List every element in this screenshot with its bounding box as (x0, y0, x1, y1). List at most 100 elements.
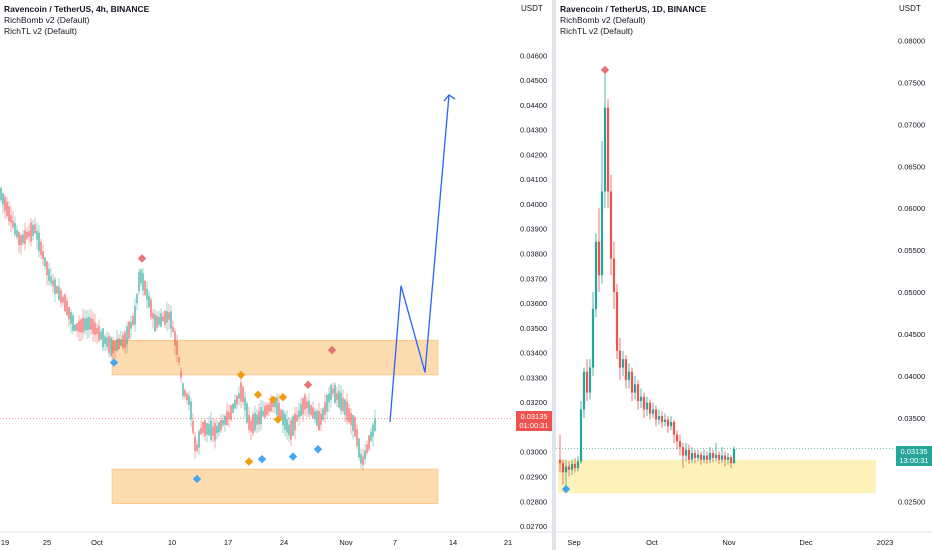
candle-body (10, 215, 12, 223)
candle-body (84, 318, 86, 331)
candle-body (663, 419, 667, 423)
candle-body (132, 315, 134, 325)
candle-body (0, 187, 2, 201)
candle-body (136, 294, 138, 304)
candle-body (54, 279, 56, 294)
orange-signal-marker (253, 390, 263, 399)
candle-body (576, 461, 580, 469)
candle-body (196, 444, 198, 451)
candle-body (669, 422, 673, 427)
symbol-title[interactable]: Ravencoin / TetherUS, 4h, BINANCE (4, 4, 150, 14)
candle-body (582, 371, 586, 410)
price-chart-1d[interactable]: 0.08000 0.07500 0.07000 0.06500 0.06000 0.055… (556, 0, 932, 550)
candle-body (116, 338, 118, 351)
candle-body (218, 422, 220, 433)
candle-body (246, 403, 248, 423)
price-tick-label: 0.04600 (520, 51, 547, 60)
price-tick-label: 0.03800 (520, 250, 547, 259)
candle-body (711, 453, 715, 459)
indicator-richtl[interactable]: RichTL v2 (Default) (4, 26, 77, 36)
indicator-richbomb[interactable]: RichBomb v2 (Default) (4, 15, 90, 25)
candle-body (678, 441, 682, 448)
chart-pane-4h[interactable]: Ravencoin / TetherUS, 4h, BINANCE RichBo… (0, 0, 552, 550)
price-tick-label: 0.05000 (898, 288, 925, 297)
candle-body (567, 466, 571, 470)
orange-signal-marker (273, 415, 283, 424)
candle-body (252, 414, 254, 434)
candle-body (50, 276, 52, 284)
candle-body (76, 323, 78, 332)
time-tick-label: Dec (799, 538, 813, 547)
candle-body (74, 324, 76, 331)
candle-body (78, 320, 80, 333)
candle-body (80, 319, 82, 333)
candle-body (308, 400, 310, 415)
time-tick-label: Oct (91, 538, 104, 547)
candle-body (272, 401, 274, 408)
candle-body (110, 337, 112, 356)
candle-body (26, 231, 28, 239)
candle-body (216, 425, 218, 434)
candle-body (96, 328, 98, 334)
indicator-richtl[interactable]: RichTL v2 (Default) (560, 26, 633, 36)
candle-body (94, 322, 96, 335)
last-price-value: 0.03135 (520, 412, 548, 421)
candle-body (170, 311, 172, 329)
candle-body (262, 410, 264, 417)
candle-body (68, 306, 70, 320)
candle-body (36, 230, 38, 240)
pane-divider[interactable] (552, 0, 556, 550)
candle-body (224, 416, 226, 425)
candle-body (278, 402, 280, 418)
candle-body (244, 397, 246, 410)
time-tick-label: 2023 (877, 538, 894, 547)
candle-body (52, 280, 54, 286)
symbol-title[interactable]: Ravencoin / TetherUS, 1D, BINANCE (560, 4, 707, 14)
candle-body (158, 316, 160, 326)
candle-body (338, 390, 340, 408)
candle-body (66, 300, 68, 316)
candle-body (600, 191, 604, 276)
candle-body (120, 339, 122, 346)
candle-body (627, 371, 631, 381)
candle-body (206, 423, 208, 435)
indicator-richbomb[interactable]: RichBomb v2 (Default) (560, 15, 646, 25)
candle-body (558, 459, 562, 464)
candle-body (228, 412, 230, 420)
candle-body (250, 420, 252, 432)
chart-pane-1d[interactable]: Ravencoin / TetherUS, 1D, BINANCE RichBo… (556, 0, 932, 550)
candle-body (564, 466, 568, 473)
buy-signal-marker (313, 445, 323, 454)
candle-body (4, 197, 6, 211)
candle-body (705, 455, 709, 460)
candle-body (603, 107, 607, 192)
candle-body (124, 332, 126, 349)
candle-body (642, 396, 646, 410)
candle-body (606, 107, 610, 192)
candle-body (258, 410, 260, 425)
candle-body (621, 359, 625, 368)
candle-body (178, 357, 180, 363)
candle-body (648, 402, 652, 414)
candle-body (142, 273, 144, 291)
candle-body (200, 427, 202, 435)
candle-body (70, 312, 72, 324)
candle-body (140, 269, 142, 283)
candle-body (264, 405, 266, 418)
candle-body (288, 424, 290, 436)
candle-body (260, 406, 262, 425)
price-chart-4h[interactable]: 0.04600 0.04500 0.04400 0.04300 0.04200 0.041… (0, 0, 552, 550)
candle-body (302, 398, 304, 415)
candle-body (316, 410, 318, 426)
candle-body (276, 397, 278, 415)
time-tick-label: 25 (43, 538, 51, 547)
candle-body (202, 421, 204, 433)
candle-body (687, 449, 691, 460)
candle-body (256, 414, 258, 425)
time-tick-label: 7 (393, 538, 397, 547)
candle-body (714, 454, 718, 459)
candle-body (254, 413, 256, 431)
candle-body (92, 319, 94, 334)
candle-body (98, 325, 100, 341)
candle-body (354, 417, 356, 437)
